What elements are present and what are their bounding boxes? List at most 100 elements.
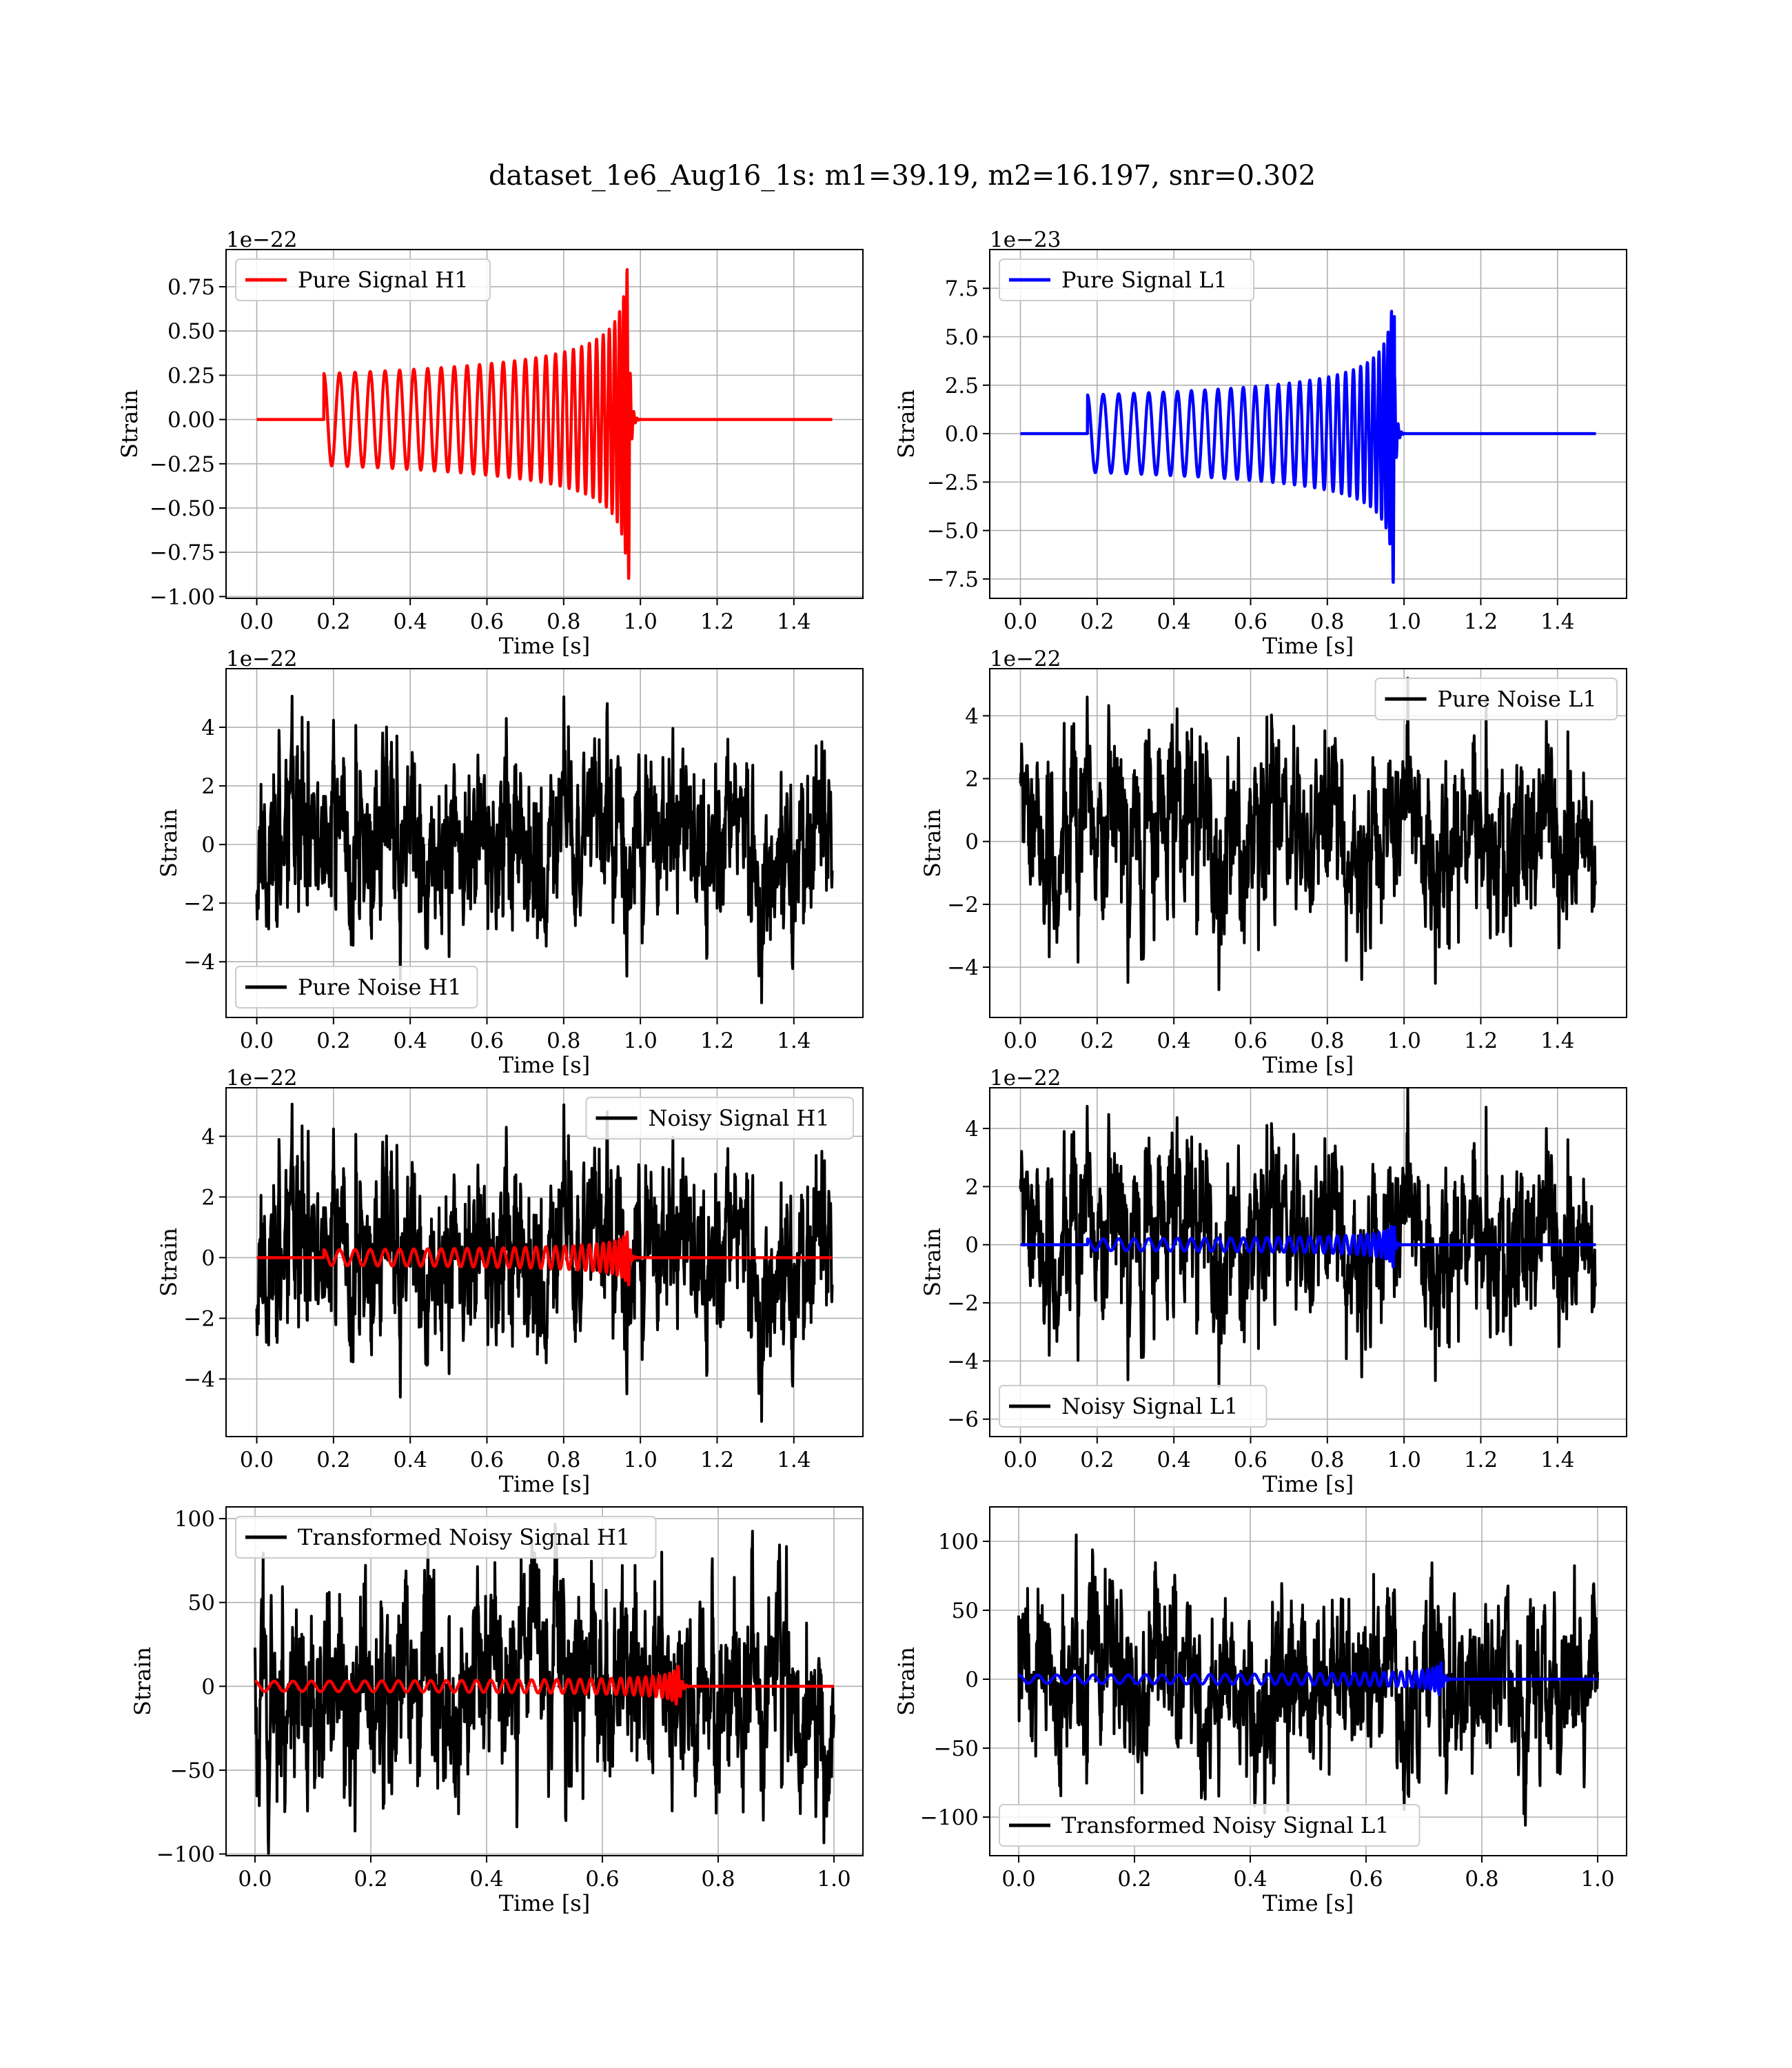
x-tick-label: 0.4 <box>1157 1028 1191 1053</box>
series-line <box>1019 676 1598 991</box>
legend-box <box>999 1804 1421 1847</box>
y-tick-label: −4 <box>183 1367 215 1392</box>
y-axis-label: Strain <box>919 1228 946 1297</box>
y-tick-label: 2 <box>965 767 979 792</box>
y-tick-label: −1.00 <box>150 585 215 609</box>
x-axis-label: Time [s] <box>1263 1890 1354 1916</box>
subplot-grid: 0.0 0.2 0.4 0.6 0.8 1.0 1.2 1.4 −1.00 −0.75 −0.50 −… <box>116 227 1627 1916</box>
x-axis-label: Time [s] <box>1263 633 1354 659</box>
y-tick-label: −100 <box>920 1805 979 1830</box>
y-tick-label: 0 <box>965 830 979 855</box>
subplot-top-left: 0.0 0.2 0.4 0.6 0.8 1.0 1.2 1.4 −1.00 −0.75 −0.50 −… <box>116 227 864 659</box>
y-tick-label: 4 <box>201 1124 215 1149</box>
y-tick-label: 4 <box>965 704 979 729</box>
x-tick-label: 0.6 <box>470 609 504 634</box>
x-tick-label: 0.2 <box>354 1867 387 1892</box>
subplot-bottom-right: 0.0 0.2 0.4 0.6 0.8 1.0 −100 −50 0 50 100 Time [s] S… <box>893 1506 1627 1916</box>
x-tick-label: 0.6 <box>585 1867 619 1892</box>
x-tick-label: 0.4 <box>469 1867 503 1892</box>
subplot-third-left: 0.0 0.2 0.4 0.6 0.8 1.0 1.2 1.4 −4 −2 0 2 4 1e−22 Time… <box>156 1066 864 1497</box>
y-tick-label: −5.0 <box>927 519 979 544</box>
axes-frame <box>989 249 1627 599</box>
y-tick-label: 5.0 <box>945 325 979 350</box>
x-tick-label: 0.0 <box>240 1448 274 1472</box>
plot-area <box>1017 1533 1599 1827</box>
x-tick-label: 0.8 <box>547 1028 580 1053</box>
x-tick-label: 0.8 <box>1465 1867 1498 1892</box>
x-tick-label: 1.2 <box>1464 1448 1498 1472</box>
y-tick-label: −2 <box>183 891 215 916</box>
y-tick-label: −6 <box>947 1408 979 1432</box>
x-tick-label: 0.2 <box>1080 1028 1114 1053</box>
x-tick-label: 0.2 <box>316 1448 350 1472</box>
legend: Noisy Signal L1 <box>999 1385 1267 1428</box>
y-tick-label: −100 <box>156 1843 215 1867</box>
x-tick-label: 0.8 <box>547 609 580 634</box>
x-tick-label: 1.0 <box>624 1028 658 1053</box>
y-tick-label: 0 <box>965 1233 979 1258</box>
x-tick-label: 0.2 <box>1080 1448 1114 1472</box>
y-tick-label: 0 <box>965 1667 979 1692</box>
series-line <box>255 267 834 580</box>
y-tick-label: 2 <box>965 1175 979 1199</box>
x-tick-label: 0.0 <box>1004 1028 1037 1053</box>
x-tick-label: 1.2 <box>700 609 734 634</box>
axes-frame <box>989 1087 1627 1437</box>
x-tick-label: 1.2 <box>700 1028 734 1053</box>
x-tick-label: 1.0 <box>1387 609 1421 634</box>
y-tick-label: 0.75 <box>167 275 215 300</box>
y-tick-label: 100 <box>174 1507 215 1532</box>
y-tick-label: −50 <box>170 1758 215 1783</box>
legend: Pure Noise L1 <box>1374 678 1618 720</box>
axis-offset-text: 1e−22 <box>226 227 298 252</box>
x-tick-label: 0.0 <box>1001 1867 1035 1892</box>
subplot-second-left: 0.0 0.2 0.4 0.6 0.8 1.0 1.2 1.4 −4 −2 0 2 4 1e−22 Time… <box>156 647 864 1078</box>
x-tick-label: 0.0 <box>240 1028 274 1053</box>
x-axis-label: Time [s] <box>1263 1052 1354 1078</box>
legend-box <box>235 258 491 301</box>
legend: Transformed Noisy Signal L1 <box>999 1804 1421 1847</box>
x-tick-label: 0.8 <box>547 1448 580 1472</box>
y-axis-label: Strain <box>116 389 143 458</box>
plot-area <box>1019 310 1598 584</box>
y-tick-label: 0 <box>201 1246 215 1270</box>
x-axis-label: Time [s] <box>499 1471 590 1497</box>
axis-offset-text: 1e−22 <box>226 647 298 671</box>
x-tick-label: 0.0 <box>1004 609 1037 634</box>
y-tick-label: 0 <box>201 1674 215 1699</box>
x-tick-label: 0.4 <box>394 1028 427 1053</box>
x-tick-label: 1.4 <box>777 609 811 634</box>
legend: Pure Signal L1 <box>999 258 1254 301</box>
y-axis-label: Strain <box>893 1647 919 1716</box>
y-axis-label: Strain <box>156 1228 182 1297</box>
legend-label: Pure Signal L1 <box>1061 267 1228 293</box>
y-tick-label: 0.50 <box>167 319 215 344</box>
x-tick-label: 0.6 <box>1234 1028 1267 1053</box>
x-tick-label: 0.6 <box>1234 1448 1267 1472</box>
y-tick-label: −7.5 <box>927 567 979 592</box>
x-tick-label: 1.4 <box>1540 609 1574 634</box>
y-tick-label: 0.0 <box>945 422 979 447</box>
subplot-top-right: 0.0 0.2 0.4 0.6 0.8 1.0 1.2 1.4 −7.5 −5.0 −2.5 0.0 2… <box>893 227 1627 659</box>
y-tick-label: −4 <box>947 1349 979 1374</box>
y-tick-label: −0.50 <box>150 496 215 521</box>
x-tick-label: 1.4 <box>777 1028 811 1053</box>
plot-area <box>255 1102 834 1423</box>
y-axis-label: Strain <box>893 389 919 458</box>
series-line <box>254 1665 835 1706</box>
x-tick-label: 0.2 <box>316 1028 350 1053</box>
legend-label: Transformed Noisy Signal H1 <box>298 1524 630 1550</box>
legend-label: Noisy Signal L1 <box>1061 1393 1239 1419</box>
x-tick-label: 0.0 <box>240 609 274 634</box>
x-axis-label: Time [s] <box>499 1052 590 1078</box>
plot-area <box>254 1522 835 1855</box>
y-tick-label: 2 <box>201 774 215 799</box>
series-line <box>255 695 834 1004</box>
legend-box <box>999 258 1254 301</box>
series-line <box>1019 1088 1598 1388</box>
legend: Noisy Signal H1 <box>585 1097 854 1139</box>
subplot-bottom-left: 0.0 0.2 0.4 0.6 0.8 1.0 −100 −50 0 50 100 Time [s] S… <box>130 1506 864 1916</box>
y-tick-label: 100 <box>938 1530 979 1554</box>
x-tick-label: 1.4 <box>777 1448 811 1472</box>
